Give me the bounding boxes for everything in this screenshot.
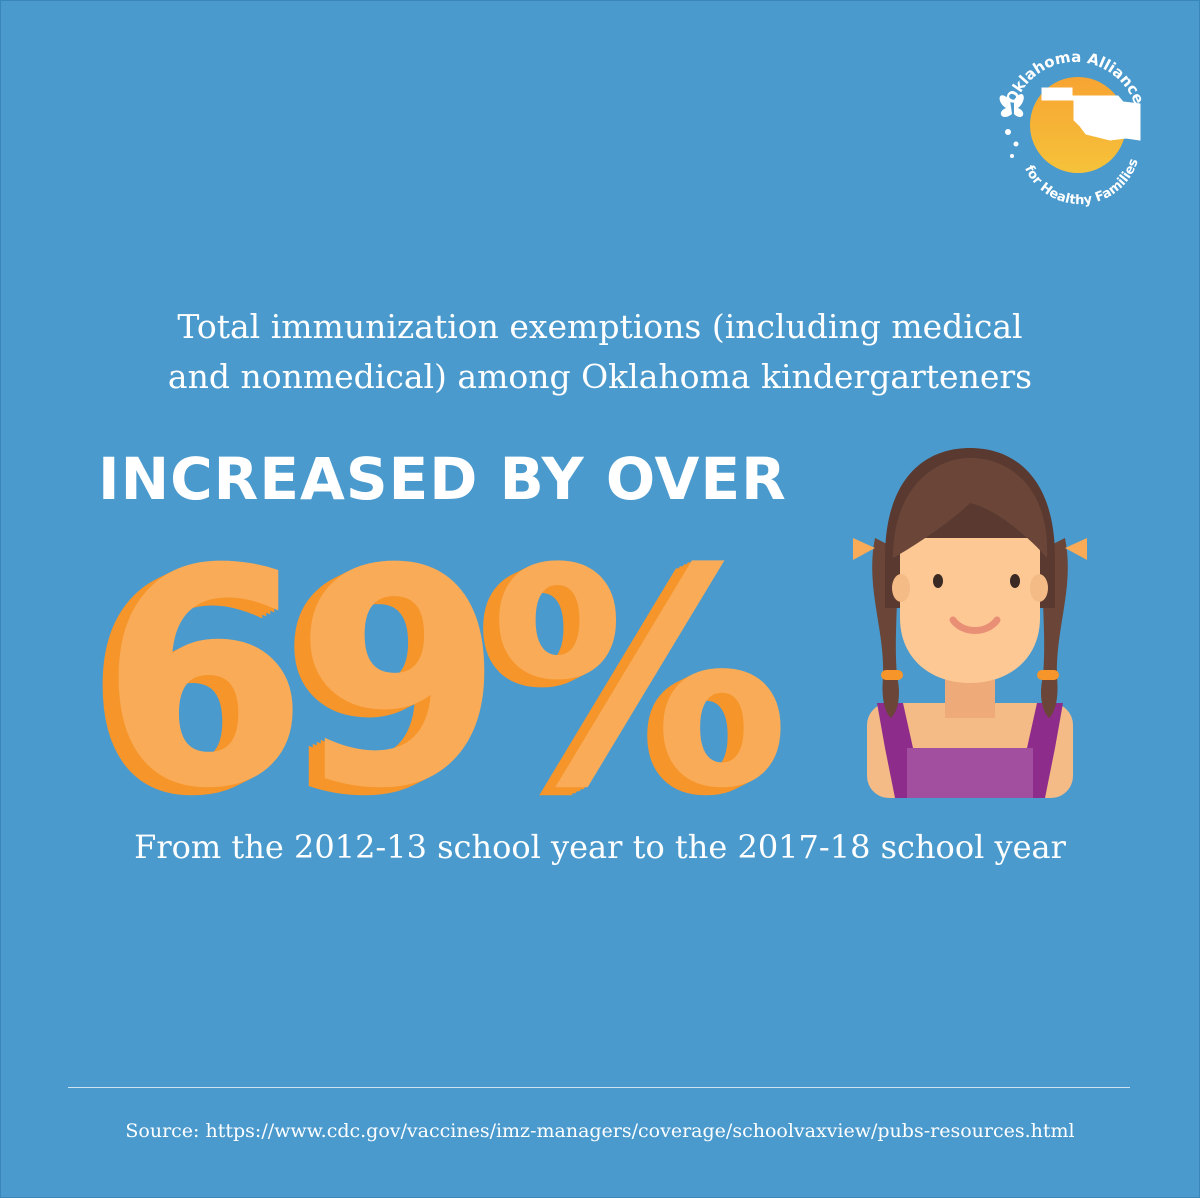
butterfly-icon — [999, 94, 1024, 158]
subhead: INCREASED BY OVER — [98, 445, 787, 513]
headline-line-1: Total immunization exemptions (including… — [177, 307, 1023, 346]
source-citation: Source: https://www.cdc.gov/vaccines/imz… — [125, 1120, 1075, 1142]
girl-illustration — [853, 448, 1087, 798]
oklahoma-state-icon — [1041, 87, 1141, 141]
divider — [68, 1087, 1130, 1088]
time-period: From the 2012-13 school year to the 2017… — [134, 828, 1066, 866]
oklahoma-alliance-logo: Oklahoma Alliance for Healthy Families — [999, 48, 1148, 208]
stat-value: 69% — [100, 505, 790, 854]
headline-line-2: and nonmedical) among Oklahoma kindergar… — [167, 357, 1033, 396]
stat-container: 69% — [100, 505, 790, 854]
headline: Total immunization exemptions (including… — [0, 302, 1200, 402]
